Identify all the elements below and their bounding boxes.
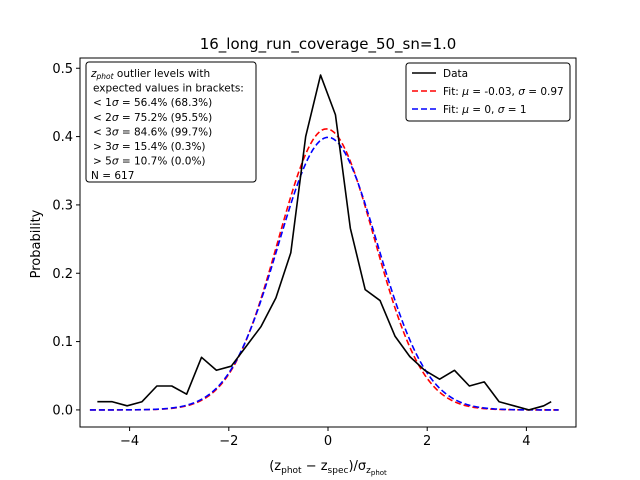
x-axis-label: (zphot − zspec)/σzphot <box>269 459 387 477</box>
y-tick-label: 0.5 <box>52 62 73 77</box>
y-axis-label: Probability <box>29 209 44 278</box>
x-tick-label: 2 <box>423 434 431 449</box>
fit-red-line <box>89 128 559 411</box>
chart-title: 16_long_run_coverage_50_sn=1.0 <box>200 35 457 54</box>
legend-item-data: Data <box>412 68 468 80</box>
y-tick-label: 0.0 <box>52 403 73 418</box>
y-tick-label: 0.4 <box>52 130 73 145</box>
legend: Data Fit: μ = -0.03, σ = 0.97 Fit: μ = 0, … <box>405 62 571 122</box>
y-tick-label: 0.2 <box>52 267 73 282</box>
svg-text:Fit: μ = 0, σ = 1: Fit: μ = 0, σ = 1 <box>443 104 527 116</box>
annotation-box: zphot outlier levels with expected values… <box>85 61 257 183</box>
x-axis: −4 −2 0 2 4 <box>120 427 531 449</box>
y-tick-label: 0.3 <box>52 198 73 213</box>
data-line <box>97 74 552 411</box>
svg-text:Fit: μ = -0.03, σ = 0.97: Fit: μ = -0.03, σ = 0.97 <box>443 86 564 98</box>
x-tick-label: 0 <box>324 434 332 449</box>
x-tick-label: −2 <box>219 434 238 449</box>
legend-item-fit-red: Fit: μ = -0.03, σ = 0.97 <box>412 86 564 98</box>
svg-text:Data: Data <box>443 68 468 80</box>
y-axis: 0.0 0.1 0.2 0.3 0.4 0.5 <box>52 62 80 418</box>
y-tick-label: 0.1 <box>52 335 73 350</box>
legend-item-fit-blue: Fit: μ = 0, σ = 1 <box>412 104 527 116</box>
x-tick-label: −4 <box>120 434 139 449</box>
plot-area <box>89 74 559 411</box>
x-tick-label: 4 <box>522 434 530 449</box>
fit-blue-line <box>89 136 559 411</box>
